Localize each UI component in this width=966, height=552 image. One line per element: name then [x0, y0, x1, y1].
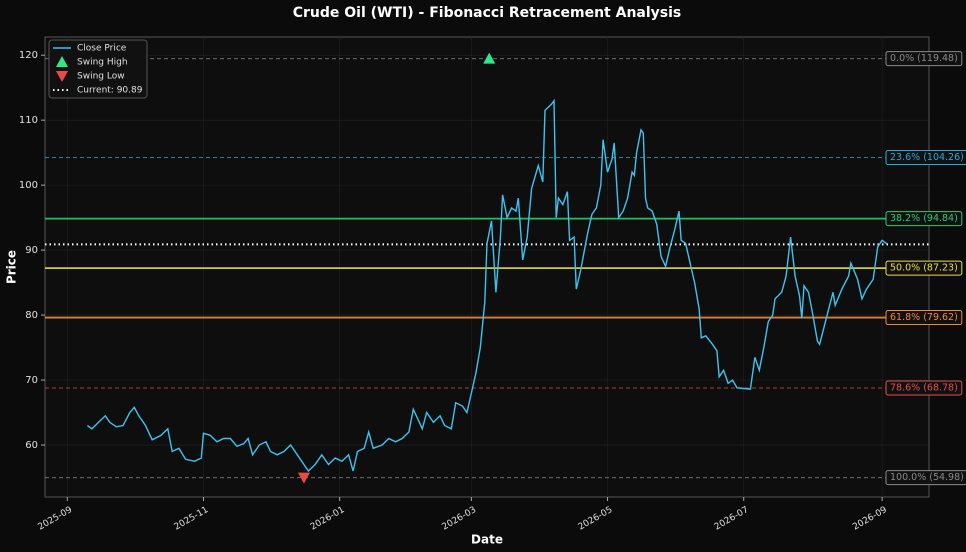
- price-line: [86, 98, 888, 473]
- fib-level-label: 0.0% (119.48): [890, 53, 958, 64]
- plot-area: [44, 36, 930, 498]
- fib-level-label: 50.0% (87.23): [890, 263, 958, 274]
- fib-level-label: 100.0% (54.98): [890, 472, 964, 483]
- y-tick-label: 100: [19, 180, 38, 191]
- legend-label: Swing High: [77, 58, 128, 68]
- fib-label: 78.6% (68.78): [885, 380, 963, 396]
- fib-label: 0.0% (119.48): [885, 51, 963, 67]
- fib-label-box: [885, 51, 963, 67]
- y-tick-label: 90: [25, 245, 38, 256]
- fib-label-box: [885, 211, 963, 227]
- legend-label: Current: 90.89: [77, 86, 143, 96]
- fib-label: 61.8% (79.62): [885, 310, 963, 326]
- y-tick-label: 70: [25, 375, 38, 386]
- fib-level-label: 38.2% (94.84): [890, 213, 958, 224]
- legend-box: [48, 39, 148, 99]
- chart-title: Crude Oil (WTI) - Fibonacci Retracement …: [293, 5, 682, 21]
- fib-label: 38.2% (94.84): [885, 211, 963, 227]
- fib-level-label: 61.8% (79.62): [890, 312, 958, 323]
- fib-label: 23.6% (104.26): [885, 149, 966, 165]
- fib-label-box: [885, 149, 966, 165]
- fib-level-label: 78.6% (68.78): [890, 382, 958, 393]
- fib-label-box: [885, 310, 963, 326]
- swing-low-marker: [297, 472, 310, 484]
- legend: Close Price Swing High Swing Low Current: 9…: [48, 39, 148, 99]
- y-tick-label: 60: [25, 440, 38, 451]
- fib-label: 100.0% (54.98): [885, 470, 966, 486]
- fib-level-label: 23.6% (104.26): [890, 152, 964, 163]
- fib-label-box: [885, 470, 966, 486]
- y-tick-label: 80: [25, 310, 38, 321]
- y-tick-label: 120: [19, 50, 38, 61]
- legend-label: Close Price: [77, 44, 127, 54]
- fib-label-box: [885, 260, 963, 276]
- legend-label: Swing Low: [77, 72, 125, 82]
- x-axis-label: Date: [471, 533, 503, 547]
- swing-high-marker: [483, 52, 496, 64]
- legend-swatch: [56, 56, 68, 67]
- fib-label-box: [885, 380, 963, 396]
- fib-label: 50.0% (87.23): [885, 260, 963, 276]
- y-axis-label: Price: [5, 250, 19, 284]
- y-tick-label: 110: [19, 115, 38, 126]
- legend-swatch: [56, 71, 68, 82]
